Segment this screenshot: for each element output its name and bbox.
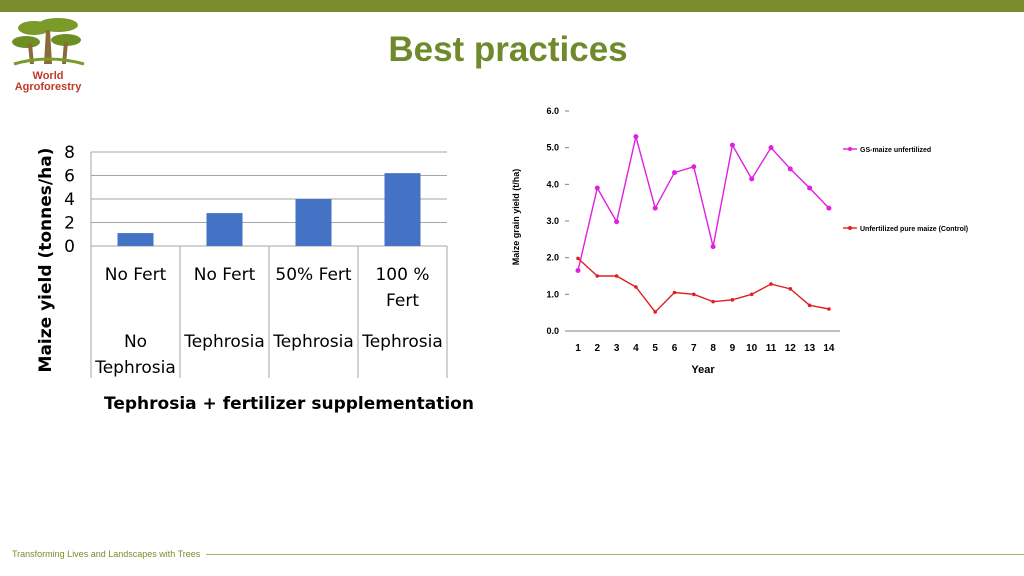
data-point bbox=[749, 176, 755, 182]
y-tick-label: 0.0 bbox=[546, 326, 559, 336]
y-tick-label: 1.0 bbox=[546, 289, 559, 299]
data-point bbox=[594, 185, 600, 191]
data-point bbox=[614, 219, 620, 225]
legend-marker bbox=[848, 226, 852, 230]
category-label: 50% Fert bbox=[275, 265, 351, 285]
data-point bbox=[807, 303, 812, 308]
x-tick-label: 3 bbox=[614, 343, 620, 354]
legend-marker bbox=[848, 147, 852, 151]
tree-logo-icon bbox=[12, 18, 85, 66]
x-tick-label: 9 bbox=[730, 343, 736, 354]
data-point bbox=[768, 145, 774, 151]
y-tick-label: 6 bbox=[64, 167, 75, 187]
bar bbox=[206, 213, 243, 246]
legend-label: GS-maize unfertilized bbox=[860, 147, 931, 154]
bar-chart: 0 2 4 6 8 No Fert No Tephrosia No Fert Tephrosia… bbox=[36, 143, 474, 414]
category-group-label: No bbox=[124, 332, 147, 352]
x-tick-label: 7 bbox=[691, 343, 697, 354]
y-tick-label: 2.0 bbox=[546, 253, 559, 263]
line-chart: 0.01.02.03.04.05.06.0 1 2 3 4 5 6 7 8 9 10 11 12 13 1… bbox=[511, 106, 968, 376]
data-point bbox=[633, 134, 639, 140]
world-agroforestry-logo: World Agroforestry bbox=[8, 16, 88, 98]
y-tick-label: 4.0 bbox=[546, 179, 559, 189]
bar bbox=[117, 233, 154, 246]
data-point bbox=[634, 285, 638, 289]
y-tick-label: 4 bbox=[64, 190, 75, 210]
x-tick-label: 10 bbox=[746, 343, 758, 354]
x-tick-label: 14 bbox=[823, 343, 835, 354]
data-point bbox=[692, 292, 696, 297]
data-point bbox=[711, 299, 715, 304]
y-axis-label: Maize yield (tonnes/ha) bbox=[36, 148, 56, 373]
x-tick-label: 13 bbox=[804, 343, 816, 354]
y-tick-label: 0 bbox=[64, 237, 75, 257]
bar bbox=[384, 173, 421, 246]
x-axis-label: Year bbox=[691, 364, 715, 376]
x-tick-label: 12 bbox=[785, 343, 797, 354]
data-point bbox=[652, 205, 658, 211]
data-point bbox=[672, 170, 677, 176]
category-label: No Fert bbox=[194, 265, 256, 285]
legend-label: Unfertilized pure maize (Control) bbox=[860, 226, 968, 233]
y-tick-label: 2 bbox=[64, 214, 75, 234]
logo-text-agroforestry: Agroforestry bbox=[14, 81, 82, 93]
data-point bbox=[827, 307, 831, 311]
data-point bbox=[729, 142, 735, 148]
series-line bbox=[577, 136, 830, 271]
data-point bbox=[807, 185, 813, 191]
data-point bbox=[595, 274, 600, 278]
category-group-label: Tephrosia bbox=[94, 358, 176, 378]
data-point bbox=[672, 290, 677, 295]
y-tick-label: 6.0 bbox=[546, 106, 559, 116]
bar bbox=[295, 199, 332, 246]
x-tick-label: 11 bbox=[766, 343, 777, 354]
x-tick-label: 1 bbox=[575, 343, 581, 354]
footer-tagline: Transforming Lives and Landscapes with T… bbox=[12, 549, 201, 559]
category-label: No Fert bbox=[105, 265, 167, 285]
logo-text-world: World bbox=[32, 70, 64, 82]
data-point bbox=[576, 256, 580, 261]
data-point bbox=[614, 274, 619, 278]
data-point bbox=[653, 310, 657, 314]
data-point bbox=[691, 164, 697, 170]
y-tick-label: 3.0 bbox=[546, 216, 559, 226]
data-point bbox=[575, 268, 581, 273]
data-point bbox=[787, 166, 793, 172]
category-label: Fert bbox=[386, 291, 419, 311]
y-tick-label: 5.0 bbox=[546, 143, 559, 153]
category-group-label: Tephrosia bbox=[272, 332, 354, 352]
series-line bbox=[577, 257, 830, 313]
data-point bbox=[730, 298, 735, 302]
x-tick-label: 8 bbox=[710, 343, 716, 354]
y-tick-label: 8 bbox=[64, 143, 75, 163]
x-axis-label: Tephrosia + fertilizer supplementation bbox=[104, 394, 474, 414]
footer-divider bbox=[206, 554, 1024, 555]
page-title: Best practices bbox=[388, 30, 628, 69]
data-point bbox=[788, 287, 793, 291]
x-tick-label: 2 bbox=[595, 343, 601, 354]
data-point bbox=[826, 205, 832, 211]
category-label: 100 % bbox=[375, 265, 429, 285]
category-group-label: Tephrosia bbox=[183, 332, 265, 352]
data-point bbox=[749, 292, 754, 297]
x-tick-label: 6 bbox=[672, 343, 678, 354]
x-tick-label: 4 bbox=[633, 343, 639, 354]
data-point bbox=[710, 244, 716, 250]
category-group-label: Tephrosia bbox=[361, 332, 443, 352]
top-accent-bar bbox=[0, 0, 1024, 12]
y-axis-label: Maize grain yield (t/ha) bbox=[511, 169, 521, 266]
data-point bbox=[769, 282, 773, 286]
x-tick-label: 5 bbox=[652, 343, 658, 354]
